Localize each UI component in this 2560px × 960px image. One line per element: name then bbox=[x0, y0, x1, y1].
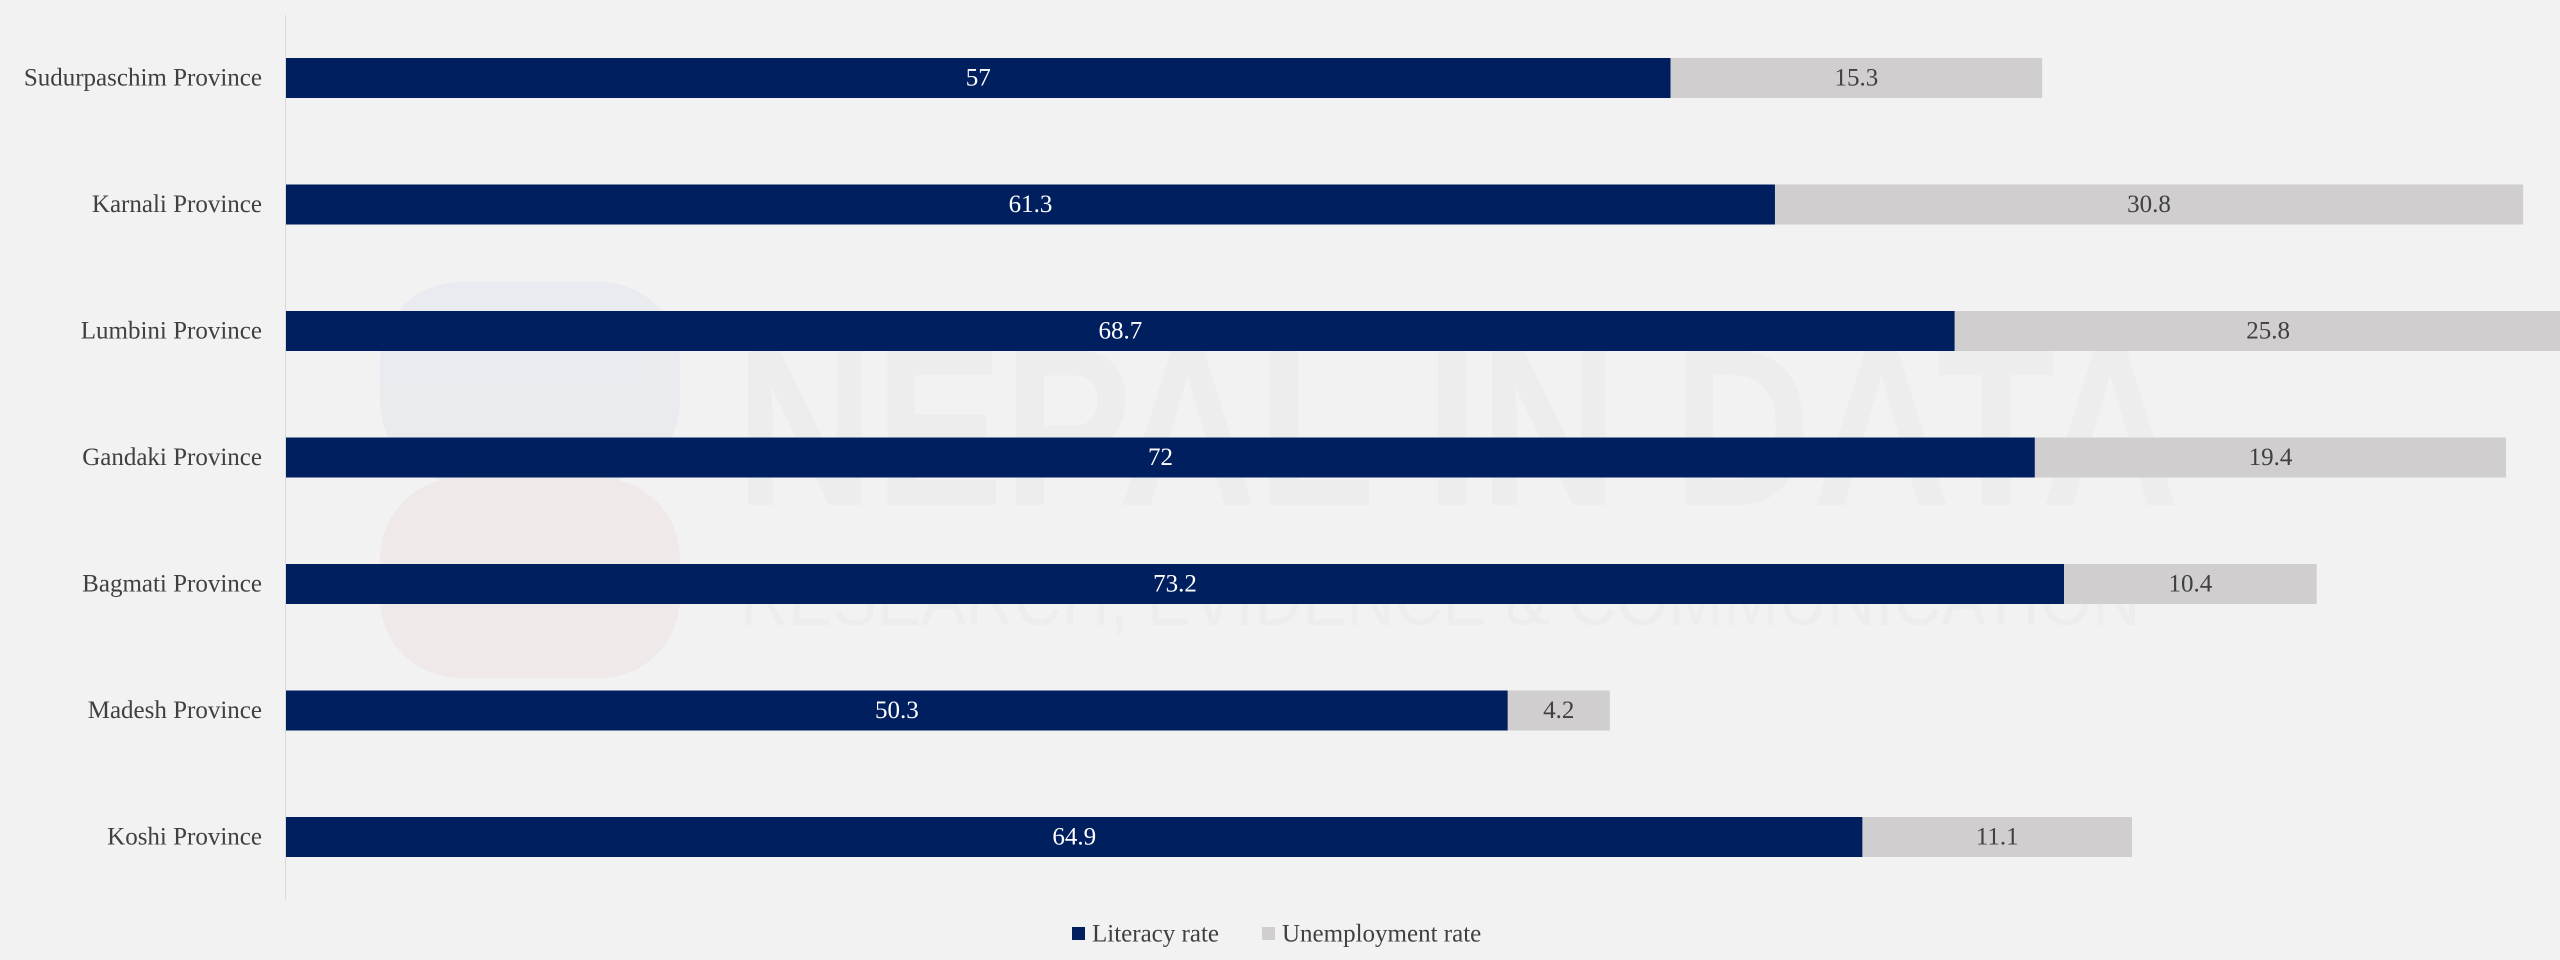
bar-unemployment-rate-gandaki-province bbox=[2034, 437, 2507, 478]
data-label-literacy-rate-karnali-province: 61.3 bbox=[1009, 191, 1053, 218]
bars bbox=[286, 58, 2560, 857]
category-label-gandaki-province: Gandaki Province bbox=[82, 444, 262, 471]
data-label-unemployment-rate-gandaki-province: 19.4 bbox=[2249, 444, 2293, 471]
data-label-literacy-rate-madesh-province: 50.3 bbox=[875, 697, 919, 724]
legend-swatch-literacy-rate bbox=[1072, 927, 1085, 940]
legend-label-literacy-rate: Literacy rate bbox=[1092, 921, 1219, 948]
bar-unemployment-rate-sudurpaschim-province bbox=[1670, 58, 2043, 98]
data-labels: 64.9 11.1 50.3 4.2 73.2 10.4 72 19.4 68.7 25.8 61.… bbox=[875, 65, 2293, 851]
data-label-unemployment-rate-koshi-province: 11.1 bbox=[1976, 824, 2019, 851]
bar-literacy-rate-lumbini-province bbox=[286, 311, 1955, 351]
category-label-madesh-province: Madesh Province bbox=[88, 697, 262, 724]
bar-literacy-rate-madesh-province bbox=[286, 690, 1508, 731]
legend-swatch-unemployment-rate bbox=[1262, 927, 1275, 940]
category-label-karnali-province: Karnali Province bbox=[92, 191, 262, 218]
bar-unemployment-rate-koshi-province bbox=[1862, 817, 2133, 857]
data-label-unemployment-rate-bagmati-province: 10.4 bbox=[2168, 571, 2212, 598]
bar-literacy-rate-gandaki-province bbox=[286, 437, 2035, 478]
data-label-unemployment-rate-madesh-province: 4.2 bbox=[1543, 697, 1574, 724]
data-label-unemployment-rate-sudurpaschim-province: 15.3 bbox=[1834, 65, 1878, 92]
bar-unemployment-rate-karnali-province bbox=[1774, 184, 2524, 225]
data-label-literacy-rate-bagmati-province: 73.2 bbox=[1153, 571, 1197, 598]
data-label-literacy-rate-lumbini-province: 68.7 bbox=[1098, 318, 1142, 345]
data-label-unemployment-rate-lumbini-province: 25.8 bbox=[2246, 318, 2290, 345]
category-labels: Koshi Province Madesh Province Bagmati Pro… bbox=[24, 65, 262, 851]
category-label-sudurpaschim-province: Sudurpaschim Province bbox=[24, 65, 262, 92]
bar-literacy-rate-karnali-province bbox=[286, 184, 1775, 225]
bar-unemployment-rate-bagmati-province bbox=[2064, 564, 2317, 604]
bar-unemployment-rate-lumbini-province bbox=[1954, 311, 2560, 351]
bar-unemployment-rate-madesh-province bbox=[1507, 690, 1610, 731]
data-label-literacy-rate-sudurpaschim-province: 57 bbox=[966, 65, 991, 92]
legend-label-unemployment-rate: Unemployment rate bbox=[1282, 921, 1481, 948]
data-label-unemployment-rate-karnali-province: 30.8 bbox=[2127, 191, 2171, 218]
data-label-literacy-rate-koshi-province: 64.9 bbox=[1052, 824, 1096, 851]
bar-literacy-rate-sudurpaschim-province bbox=[286, 58, 1671, 98]
legend: Literacy rate Unemployment rate bbox=[1072, 921, 1481, 948]
category-label-bagmati-province: Bagmati Province bbox=[82, 571, 262, 598]
bar-literacy-rate-koshi-province bbox=[286, 817, 1863, 857]
bar-literacy-rate-bagmati-province bbox=[286, 564, 2065, 604]
category-label-koshi-province: Koshi Province bbox=[107, 824, 262, 851]
data-label-literacy-rate-gandaki-province: 72 bbox=[1148, 444, 1173, 471]
category-label-lumbini-province: Lumbini Province bbox=[81, 318, 262, 345]
